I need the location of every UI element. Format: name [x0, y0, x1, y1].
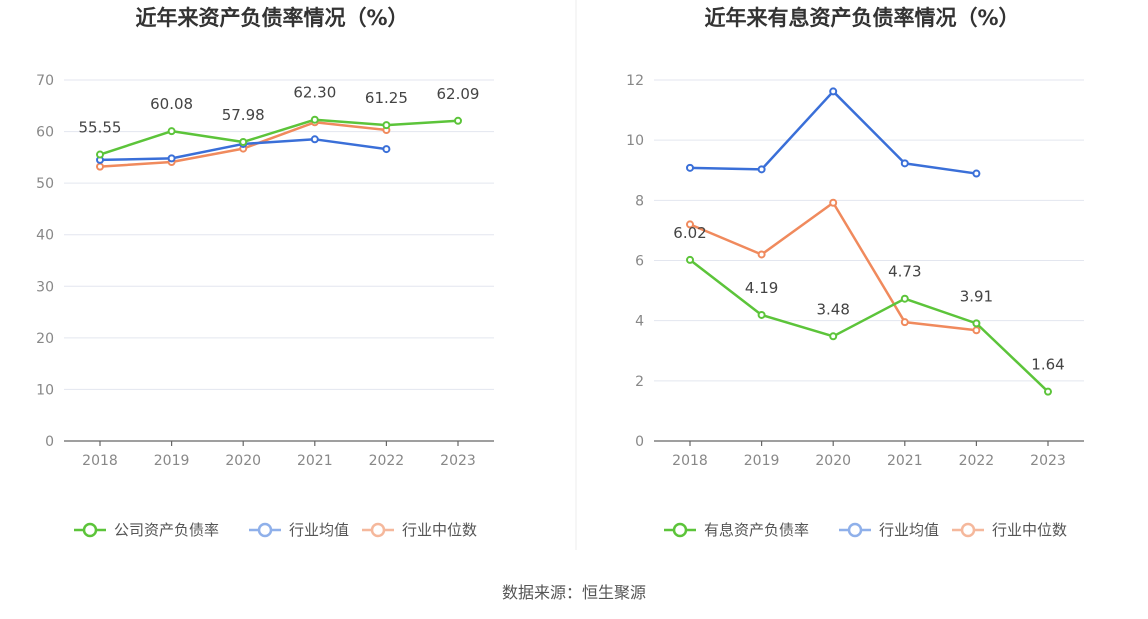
data-label: 55.55	[79, 119, 122, 137]
interest-bearing-debt-ratio-chart: 近年来有息资产负债率情况（%） 0 2 4 6 8 10 12 2018 2019 2020 2021…	[626, 6, 1084, 539]
data-point[interactable]	[167, 127, 176, 136]
data-point[interactable]	[382, 145, 391, 154]
data-point[interactable]	[96, 150, 104, 159]
data-point[interactable]	[757, 310, 766, 319]
data-point[interactable]	[972, 319, 981, 328]
legend-label: 行业中位数	[992, 521, 1067, 539]
y-tick-label: 0	[635, 434, 644, 450]
x-tick-label: 2020	[815, 453, 851, 469]
data-point[interactable]	[972, 169, 981, 178]
data-label: 3.48	[816, 300, 849, 318]
y-tick-label: 30	[36, 279, 54, 295]
y-tick-label: 10	[36, 382, 54, 398]
legend-marker	[847, 522, 863, 538]
data-label: 61.25	[365, 89, 408, 107]
data-point[interactable]	[310, 135, 319, 144]
y-tick-label: 6	[635, 254, 644, 270]
legend-label: 有息资产负债率	[704, 521, 809, 539]
data-point[interactable]	[686, 163, 694, 172]
x-tick-label: 2019	[744, 453, 780, 469]
y-tick-label: 70	[36, 73, 54, 89]
legend-item[interactable]: 行业均值	[249, 521, 349, 539]
x-tick-label: 2022	[369, 453, 405, 469]
data-label: 3.91	[960, 287, 993, 305]
data-point[interactable]	[900, 318, 909, 327]
series-line	[99, 118, 459, 156]
y-tick-label: 20	[36, 331, 54, 347]
data-label: 62.30	[293, 84, 336, 102]
legend-item[interactable]: 公司资产负债率	[74, 521, 219, 539]
legend-item[interactable]: 行业中位数	[362, 521, 477, 539]
legend-item[interactable]: 行业均值	[839, 521, 939, 539]
legend-label: 行业中位数	[402, 521, 477, 539]
x-tick-label: 2021	[297, 453, 333, 469]
data-point[interactable]	[900, 294, 909, 303]
legend-item[interactable]: 有息资产负债率	[664, 521, 809, 539]
x-tick-label: 2018	[82, 453, 118, 469]
legend-marker	[960, 522, 976, 538]
data-point[interactable]	[972, 326, 981, 335]
legend-marker	[257, 522, 273, 538]
data-point[interactable]	[829, 198, 838, 207]
legend-marker	[370, 522, 386, 538]
data-point[interactable]	[757, 250, 766, 259]
x-tick-label: 2021	[887, 453, 923, 469]
x-tick-label: 2023	[440, 453, 476, 469]
y-tick-label: 0	[45, 434, 54, 450]
data-point[interactable]	[829, 87, 838, 96]
data-point[interactable]	[1044, 387, 1052, 396]
legend-label: 行业均值	[879, 521, 939, 539]
chart-title: 近年来有息资产负债率情况（%）	[704, 6, 1019, 30]
data-point[interactable]	[310, 115, 319, 124]
data-label: 4.73	[888, 263, 921, 281]
y-tick-label: 60	[36, 125, 54, 141]
data-source-text: 数据来源：恒生聚源	[502, 583, 646, 602]
data-label: 6.02	[673, 224, 706, 242]
y-tick-label: 40	[36, 228, 54, 244]
legend-item[interactable]: 行业中位数	[952, 521, 1067, 539]
y-tick-label: 4	[635, 314, 644, 330]
data-label: 1.64	[1031, 356, 1064, 374]
legend-marker	[82, 522, 98, 538]
data-label: 4.19	[745, 279, 778, 297]
data-point[interactable]	[382, 121, 391, 130]
series-line	[689, 258, 1049, 393]
data-point[interactable]	[239, 137, 248, 146]
data-point[interactable]	[686, 255, 694, 264]
y-tick-label: 8	[635, 193, 644, 209]
data-point[interactable]	[686, 220, 694, 229]
data-point[interactable]	[96, 162, 104, 171]
legend-label: 行业均值	[289, 521, 349, 539]
data-label: 62.09	[437, 85, 480, 103]
data-point[interactable]	[757, 165, 766, 174]
chart-title: 近年来资产负债率情况（%）	[135, 6, 408, 30]
debt-ratio-chart: 近年来资产负债率情况（%） 0 10 20 30 40 50 60 70 2018 2019 2020…	[36, 6, 494, 539]
x-tick-label: 2019	[154, 453, 190, 469]
y-tick-label: 10	[626, 133, 644, 149]
data-point[interactable]	[900, 159, 909, 168]
legend-marker	[672, 522, 688, 538]
x-tick-label: 2022	[959, 453, 995, 469]
data-point[interactable]	[454, 116, 462, 125]
y-tick-label: 50	[36, 176, 54, 192]
data-label: 60.08	[150, 95, 193, 113]
legend-label: 公司资产负债率	[114, 521, 219, 539]
x-tick-label: 2018	[672, 453, 708, 469]
y-tick-label: 2	[635, 374, 644, 390]
data-point[interactable]	[167, 154, 176, 163]
data-label: 57.98	[222, 106, 265, 124]
data-point[interactable]	[829, 332, 838, 341]
y-tick-label: 12	[626, 73, 644, 89]
x-tick-label: 2023	[1030, 453, 1066, 469]
series-line	[689, 90, 977, 175]
x-tick-label: 2020	[225, 453, 261, 469]
